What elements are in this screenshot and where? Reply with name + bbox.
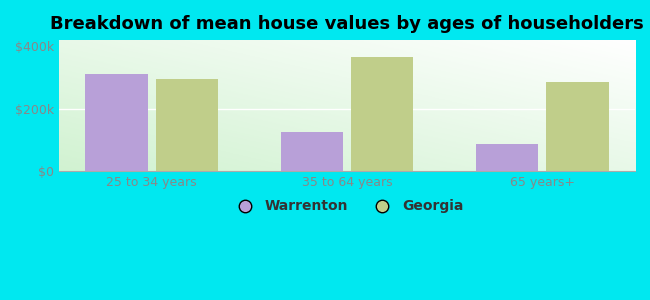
Bar — [476, 145, 538, 171]
Bar — [546, 82, 609, 171]
Title: Breakdown of mean house values by ages of householders: Breakdown of mean house values by ages o… — [50, 15, 644, 33]
Legend: Warrenton, Georgia: Warrenton, Georgia — [226, 194, 469, 219]
Bar — [351, 57, 413, 171]
Bar — [155, 79, 218, 171]
Bar — [85, 74, 148, 171]
Bar — [281, 132, 343, 171]
